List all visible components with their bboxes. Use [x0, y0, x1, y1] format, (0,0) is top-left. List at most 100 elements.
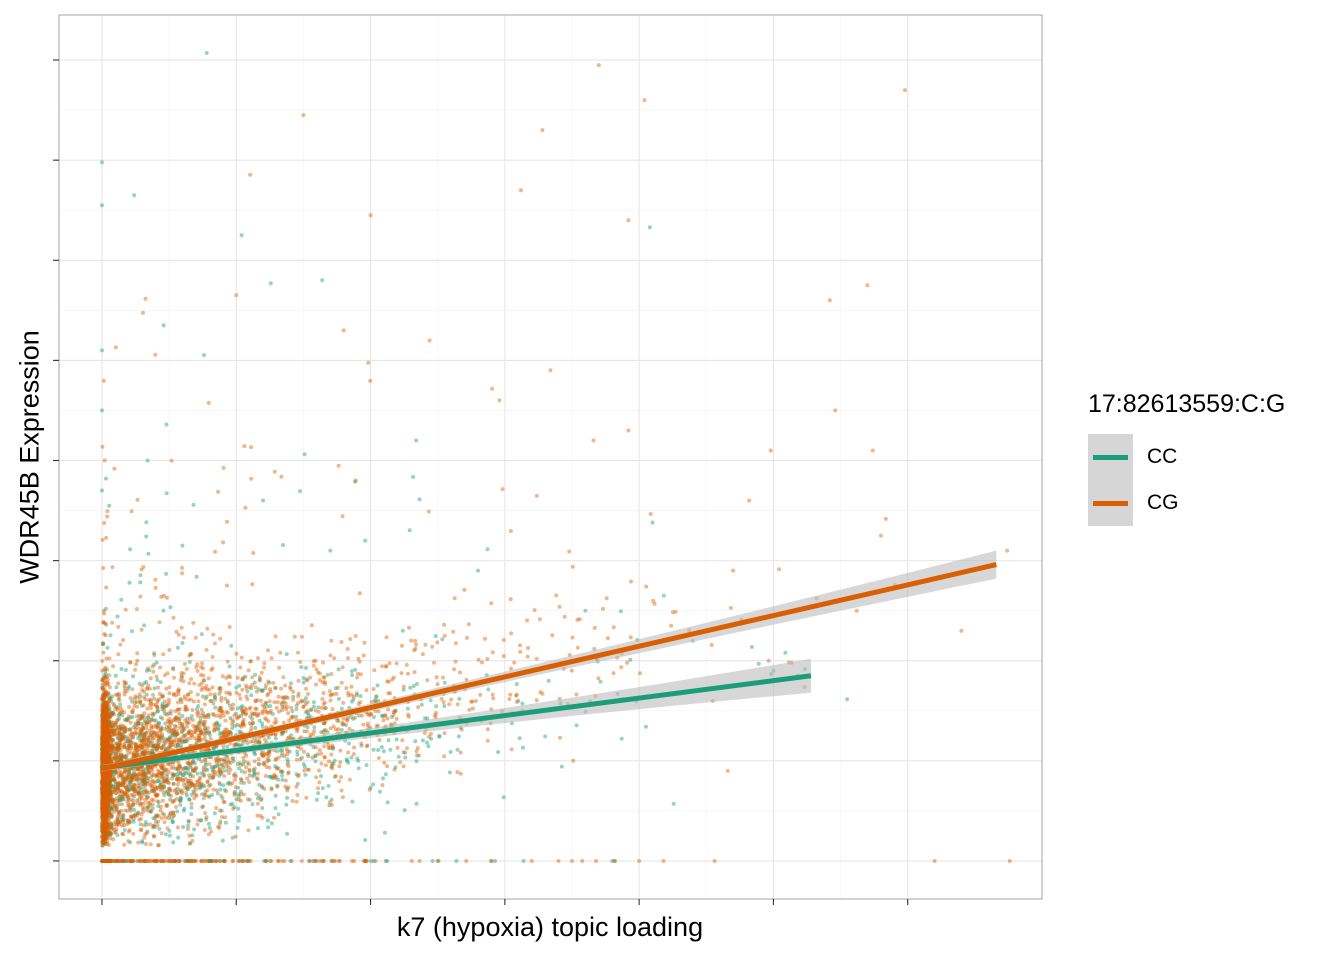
point-cg [129, 740, 133, 745]
point-cc [184, 785, 189, 790]
point-cc [489, 859, 494, 863]
point-cc [103, 726, 108, 731]
point-cc [103, 754, 108, 759]
point-cc [105, 859, 110, 863]
point-cc [110, 729, 115, 734]
point-cg [223, 759, 228, 764]
point-cg [138, 700, 143, 704]
point-cc [142, 715, 146, 720]
point-cg [340, 795, 345, 800]
point-cc [101, 785, 106, 790]
point-cc [107, 787, 112, 792]
point-cg [122, 842, 127, 847]
point-cc [119, 667, 124, 671]
point-cc [182, 806, 187, 811]
point-cg [333, 773, 338, 778]
point-cg [165, 671, 170, 676]
point-cc [106, 782, 111, 787]
point-cc [102, 735, 107, 740]
point-cg [118, 711, 123, 716]
point-cc [221, 783, 226, 788]
point-cg [304, 795, 309, 800]
point-cc [237, 814, 242, 819]
point-cc [325, 673, 330, 677]
point-cg [283, 683, 288, 688]
point-cc [363, 838, 368, 842]
point-cc [101, 778, 105, 783]
point-cc [295, 749, 300, 754]
point-cg [453, 641, 458, 646]
point-cg [117, 810, 122, 815]
point-cc [218, 782, 222, 787]
point-cc [189, 714, 194, 719]
point-cc [105, 859, 110, 863]
point-cc [163, 721, 168, 726]
point-cg [451, 629, 456, 634]
point-cc [168, 605, 173, 610]
point-cc [388, 747, 393, 752]
point-cc [208, 783, 213, 787]
point-cc [103, 787, 108, 791]
point-cg [100, 843, 105, 848]
point-cc [358, 694, 363, 699]
point-cc [142, 859, 147, 863]
point-cc [101, 802, 106, 806]
point-cc [233, 742, 238, 747]
point-cc [114, 704, 119, 709]
point-cg [345, 647, 350, 651]
point-cg [346, 693, 351, 698]
point-cg [289, 705, 294, 710]
point-cg [149, 782, 154, 787]
point-cg [366, 360, 371, 365]
point-cg [109, 724, 114, 729]
point-cg [190, 718, 195, 722]
point-cc [455, 747, 460, 752]
point-cc [102, 752, 107, 757]
point-cc [252, 771, 257, 776]
point-cg [133, 731, 138, 736]
point-cg [466, 622, 471, 627]
point-cc [224, 761, 229, 766]
point-cc [100, 735, 104, 740]
point-cg [310, 859, 315, 863]
point-cc [227, 780, 232, 785]
point-cc [178, 788, 183, 793]
point-cc [268, 774, 273, 779]
point-cc [204, 815, 209, 820]
point-cc [349, 669, 354, 674]
point-cc [102, 829, 107, 834]
point-cg [197, 683, 202, 687]
point-cc [149, 718, 154, 723]
point-cc [109, 710, 114, 715]
point-cc [187, 841, 192, 846]
point-cg [174, 716, 179, 721]
point-cc [173, 717, 178, 721]
point-cc [244, 859, 249, 863]
point-cc [102, 809, 107, 814]
point-cc [103, 773, 108, 778]
point-cg [360, 713, 365, 718]
point-cg [223, 859, 227, 863]
point-cg [328, 653, 333, 658]
point-cc [101, 774, 106, 778]
point-cc [130, 740, 135, 745]
point-cg [126, 772, 131, 777]
point-cc [152, 746, 157, 751]
point-cg [103, 633, 108, 638]
point-cc [111, 751, 116, 756]
point-cc [275, 765, 280, 770]
point-cc [204, 728, 209, 733]
point-cc [100, 805, 105, 809]
point-cc [103, 745, 108, 750]
point-cg [205, 859, 210, 863]
point-cc [203, 793, 208, 798]
point-cc [107, 781, 111, 786]
point-cg [339, 775, 344, 779]
point-cg [347, 726, 352, 731]
point-cc [103, 476, 108, 481]
point-cc [164, 704, 169, 708]
point-cg [381, 718, 386, 723]
point-cc [180, 773, 185, 778]
point-cc [199, 632, 204, 637]
point-cc [139, 728, 144, 733]
